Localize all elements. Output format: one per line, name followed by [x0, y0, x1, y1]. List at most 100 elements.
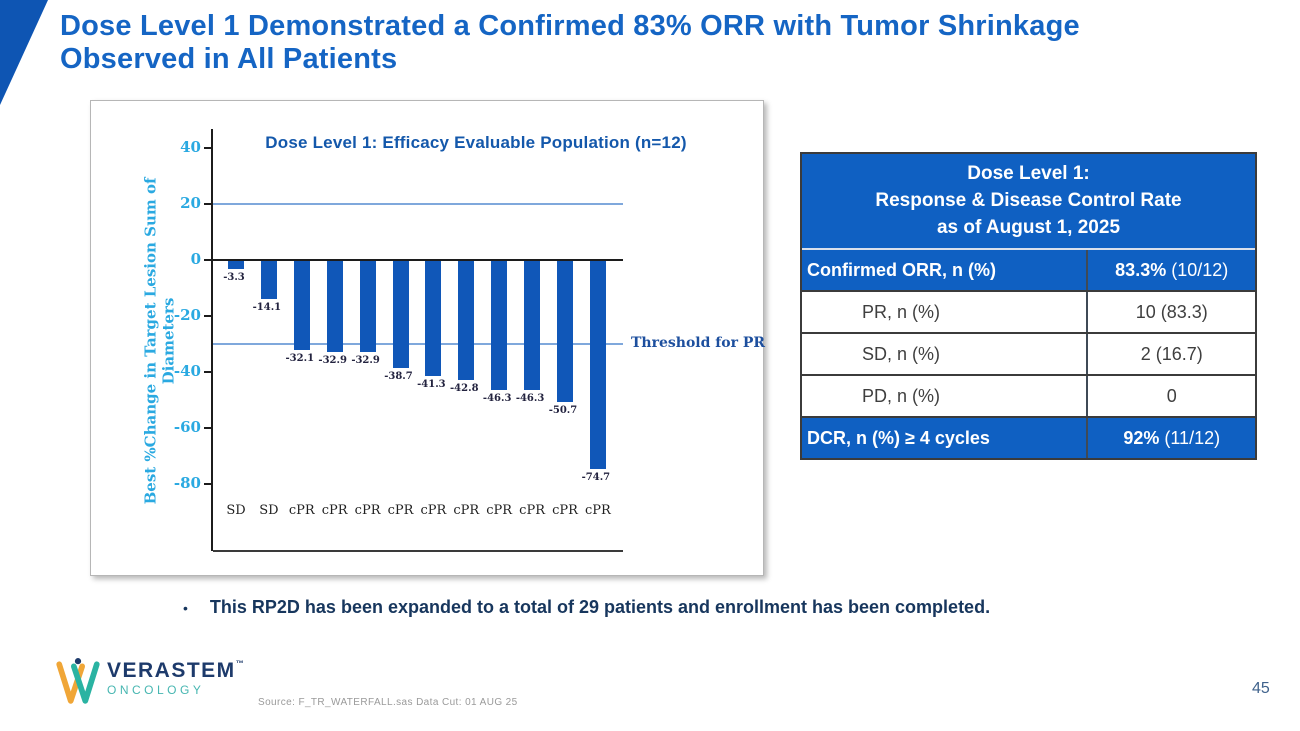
- bar-value-label: -38.7: [384, 371, 413, 383]
- y-tick-label: 0: [190, 250, 201, 268]
- bar-value-label: -3.3: [223, 272, 245, 284]
- waterfall-bar: [458, 260, 475, 380]
- key-takeaway-bullet: • This RP2D has been expanded to a total…: [183, 596, 1163, 619]
- slide-title: Dose Level 1 Demonstrated a Confirmed 83…: [60, 10, 1220, 76]
- y-tick-label: -80: [173, 474, 201, 492]
- waterfall-bar: [524, 260, 541, 390]
- response-table: Dose Level 1: Response & Disease Control…: [800, 152, 1257, 460]
- y-tick-mark: [204, 315, 213, 317]
- row-label: PD, n (%): [862, 385, 941, 406]
- y-tick-label: -40: [173, 362, 201, 380]
- table-row-pd: PD, n (%) 0: [802, 374, 1255, 416]
- chart-title: Dose Level 1: Efficacy Evaluable Populat…: [265, 133, 687, 152]
- logo-name-text: VERASTEM: [107, 659, 236, 682]
- reference-line: [213, 203, 623, 205]
- row-value-note: (11/12): [1159, 427, 1221, 448]
- y-tick-label: 40: [180, 138, 201, 156]
- bar-value-label: -46.3: [482, 392, 512, 404]
- reference-line: [213, 343, 623, 345]
- bar-category-label: SD: [226, 503, 246, 518]
- waterfall-bar: [359, 260, 376, 353]
- zero-baseline: [213, 259, 623, 261]
- bar-value-label: -32.1: [285, 352, 315, 364]
- waterfall-bar: [589, 260, 606, 470]
- corner-accent-shape: [0, 0, 48, 105]
- row-value: 83.3% (10/12): [1086, 250, 1255, 290]
- bar-category-label: cPR: [354, 503, 381, 518]
- x-axis-line: [213, 550, 623, 552]
- bar-category-label: cPR: [288, 503, 315, 518]
- table-row-pr: PR, n (%) 10 (83.3): [802, 290, 1255, 332]
- verastem-logo: VERASTEM™ ONCOLOGY: [55, 657, 244, 705]
- table-row-confirmed-orr: Confirmed ORR, n (%) 83.3% (10/12): [802, 248, 1255, 290]
- logo-subtitle: ONCOLOGY: [107, 683, 205, 697]
- row-value-strong: 83.3%: [1115, 259, 1167, 280]
- page-number: 45: [1252, 680, 1270, 697]
- table-row-sd: SD, n (%) 2 (16.7): [802, 332, 1255, 374]
- row-value: 0: [1086, 376, 1255, 416]
- bar-value-label: -14.1: [252, 302, 282, 314]
- bar-value-label: -32.9: [351, 355, 380, 367]
- y-tick-label: 20: [180, 194, 201, 212]
- y-axis-line: [211, 129, 213, 551]
- response-table-header: Dose Level 1: Response & Disease Control…: [802, 154, 1255, 248]
- bar-value-label: -32.9: [318, 355, 347, 367]
- bar-category-label: cPR: [552, 503, 578, 518]
- trademark-symbol: ™: [235, 659, 244, 668]
- row-label: DCR, n (%) ≥ 4 cycles: [807, 427, 990, 448]
- y-tick-mark: [204, 427, 213, 429]
- row-value: 10 (83.3): [1086, 292, 1255, 332]
- bar-category-label: SD: [259, 503, 279, 518]
- bar-value-label: -50.7: [548, 404, 578, 416]
- waterfall-bar: [392, 260, 409, 369]
- y-tick-label: -60: [173, 418, 201, 436]
- slide-title-line2: Observed in All Patients: [60, 42, 398, 75]
- row-label: PR, n (%): [862, 301, 941, 322]
- bar-category-label: cPR: [584, 503, 611, 518]
- bar-category-label: cPR: [486, 503, 513, 518]
- waterfall-bar: [491, 260, 508, 390]
- waterfall-bar: [557, 260, 573, 402]
- row-value-note: (10/12): [1166, 259, 1229, 280]
- threshold-for-pr-label: Threshold for PR: [631, 335, 766, 351]
- bar-value-label: -42.8: [450, 382, 479, 394]
- row-label: Confirmed ORR, n (%): [807, 259, 996, 280]
- bar-value-label: -74.7: [581, 472, 611, 484]
- y-tick-mark: [204, 483, 213, 485]
- waterfall-bar: [260, 260, 277, 300]
- row-value: 2 (16.7): [1086, 334, 1255, 374]
- verastem-logo-text: VERASTEM™ ONCOLOGY: [107, 657, 244, 697]
- bullet-marker: •: [183, 600, 188, 616]
- bar-category-label: cPR: [420, 503, 447, 518]
- waterfall-bar: [326, 260, 343, 353]
- waterfall-bar: [425, 260, 442, 376]
- table-header-line1: Dose Level 1:: [967, 163, 1090, 184]
- y-tick-mark: [204, 203, 213, 205]
- table-header-line2: Response & Disease Control Rate: [875, 190, 1182, 211]
- y-tick-label: -20: [173, 306, 201, 324]
- row-label: SD, n (%): [862, 343, 941, 364]
- table-row-dcr: DCR, n (%) ≥ 4 cycles 92% (11/12): [802, 416, 1255, 458]
- logo-wordmark: VERASTEM™: [107, 659, 244, 682]
- bar-value-label: -46.3: [515, 392, 545, 404]
- y-tick-mark: [204, 259, 213, 261]
- row-value: 92% (11/12): [1086, 418, 1255, 458]
- bullet-text: This RP2D has been expanded to a total o…: [209, 597, 991, 617]
- bar-category-label: cPR: [321, 503, 348, 518]
- waterfall-bar: [293, 260, 310, 350]
- y-tick-mark: [204, 147, 213, 149]
- verastem-logo-icon: [56, 658, 100, 704]
- bar-value-label: -41.3: [417, 378, 446, 390]
- bar-category-label: cPR: [387, 503, 414, 518]
- slide-title-line1: Dose Level 1 Demonstrated a Confirmed 83…: [60, 10, 1080, 42]
- bar-category-label: cPR: [519, 503, 545, 518]
- table-header-line3: as of August 1, 2025: [936, 217, 1121, 238]
- waterfall-bar: [228, 260, 244, 270]
- source-note: Source: F_TR_WATERFALL.sas Data Cut: 01 …: [258, 697, 518, 708]
- waterfall-plot: Threshold for PR 40 20 0 -20 -40 -60 -80 -3.3 SD -…: [91, 101, 765, 575]
- waterfall-chart-panel: Dose Level 1: Efficacy Evaluable Populat…: [90, 100, 765, 576]
- y-tick-mark: [204, 371, 213, 373]
- row-value-strong: 92%: [1123, 427, 1160, 448]
- bar-category-label: cPR: [453, 503, 480, 518]
